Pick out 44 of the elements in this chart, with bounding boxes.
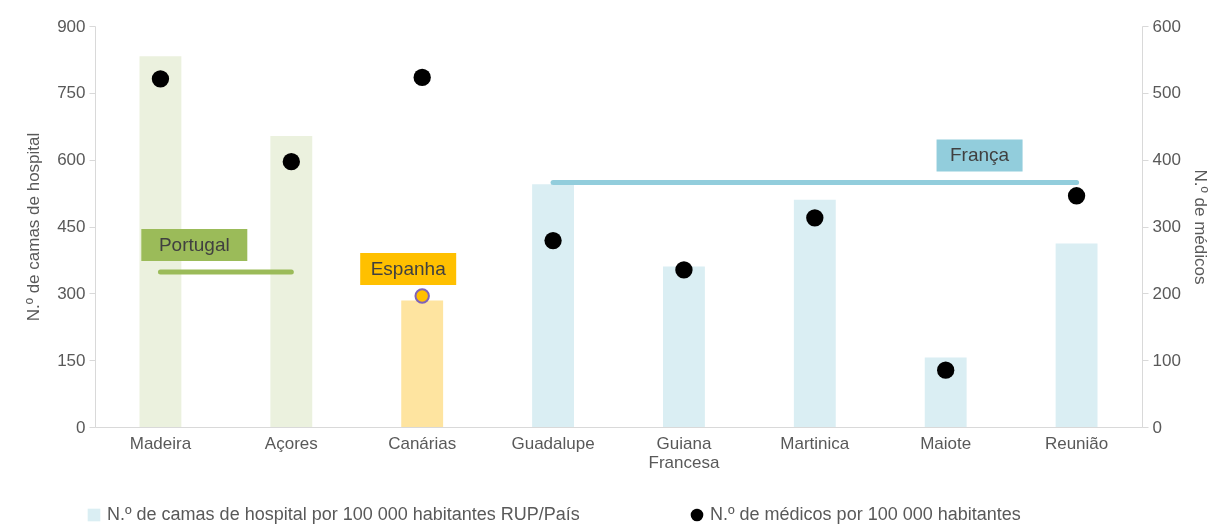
x-tick-label: Martinica [780,433,850,453]
y2-tick-label: 400 [1152,150,1181,170]
x-tick-label: Madeira [129,433,192,453]
point [282,153,300,171]
y-axis-title: N.º de camas de hospital [24,132,44,322]
y-tick-label: 600 [57,150,86,170]
y2-tick-label: 200 [1152,283,1181,303]
series-label: Espanha [370,258,447,280]
y2-axis-title: N.º de médicos [1190,169,1210,285]
series-label: Portugal [158,233,230,255]
y2-tick-label: 500 [1152,83,1181,103]
point [1067,187,1086,205]
bar [532,184,574,427]
x-tick-label: Maiote [920,433,972,453]
point [675,261,693,279]
x-tick-label: Reunião [1044,433,1109,453]
legend-label: N.º de camas de hospital por 100 000 habitantes RUP/País [107,504,580,524]
bar [663,266,705,427]
y-tick-label: 450 [57,217,86,236]
bar [1055,243,1098,427]
bar [924,357,967,427]
y2-tick-label: 300 [1152,217,1181,236]
x-tick-label: Guiana Francesa [648,433,720,472]
y2-tick-label: 600 [1152,16,1181,36]
legend-label: N.º de médicos por 100 000 habitantes [710,504,1021,524]
y-tick-label: 150 [57,350,86,370]
x-tick-label: Canárias [388,433,457,453]
point [937,361,955,379]
bar [270,136,313,427]
point [544,231,562,250]
point [806,209,824,227]
point [413,68,431,87]
bar [401,300,444,427]
x-tick-label: Açores [264,433,318,453]
y2-tick-label: 0 [1152,417,1162,437]
point [151,70,170,88]
y-tick-label: 0 [76,417,86,437]
y-tick-label: 300 [57,283,86,303]
bar [793,199,836,427]
x-tick-label: Guadalupe [511,433,595,453]
y-tick-label: 900 [57,16,86,36]
y2-tick-label: 100 [1152,350,1181,370]
y-tick-label: 750 [57,83,86,103]
series-label: França [949,144,1010,166]
